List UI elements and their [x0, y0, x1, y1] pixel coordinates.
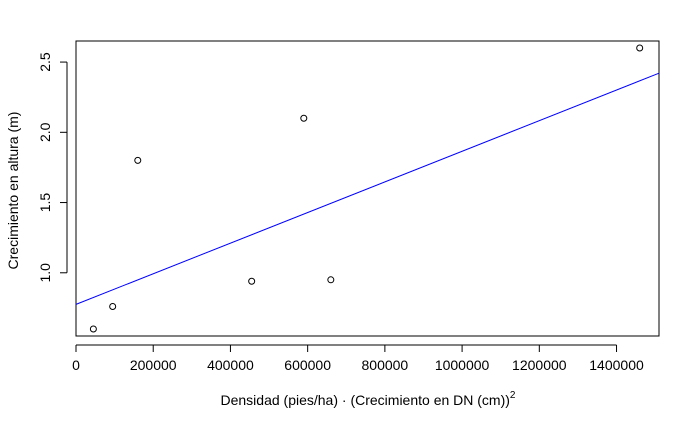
plot-frame — [75, 40, 660, 337]
y-axis-title: Crecimiento en altura (m) — [5, 112, 21, 270]
y-tick-label: 1.5 — [37, 193, 53, 213]
regression-line — [75, 72, 660, 305]
data-points — [89, 44, 644, 333]
x-tick-label: 800000 — [362, 357, 409, 373]
data-point — [248, 277, 256, 285]
data-point — [134, 156, 142, 164]
x-tick-label: 600000 — [284, 357, 331, 373]
x-axis-title-superscript: 2 — [510, 390, 516, 401]
x-tick-label: 0 — [72, 357, 80, 373]
x-tick-label: 200000 — [130, 357, 177, 373]
x-axis-title: Densidad (pies/ha) · (Crecimiento en DN … — [221, 390, 516, 408]
x-tick-label: 1200000 — [512, 357, 567, 373]
data-point — [636, 44, 644, 52]
y-tick-label: 1.0 — [37, 263, 53, 283]
y-axis: 1.0 1.5 2.0 2.5 — [37, 52, 68, 283]
data-point — [327, 276, 335, 284]
y-tick-label: 2.5 — [37, 52, 53, 72]
x-axis-title-main: Densidad (pies/ha) · (Crecimiento en DN … — [221, 392, 510, 408]
data-point — [89, 325, 97, 333]
data-point — [300, 114, 308, 122]
x-tick-label: 1400000 — [589, 357, 644, 373]
data-point — [109, 303, 117, 310]
x-axis: 0 200000 400000 600000 800000 1000000 1200000 1… — [72, 344, 644, 373]
x-tick-label: 400000 — [207, 357, 254, 373]
y-tick-label: 2.0 — [37, 122, 53, 142]
x-tick-label: 1000000 — [435, 357, 490, 373]
